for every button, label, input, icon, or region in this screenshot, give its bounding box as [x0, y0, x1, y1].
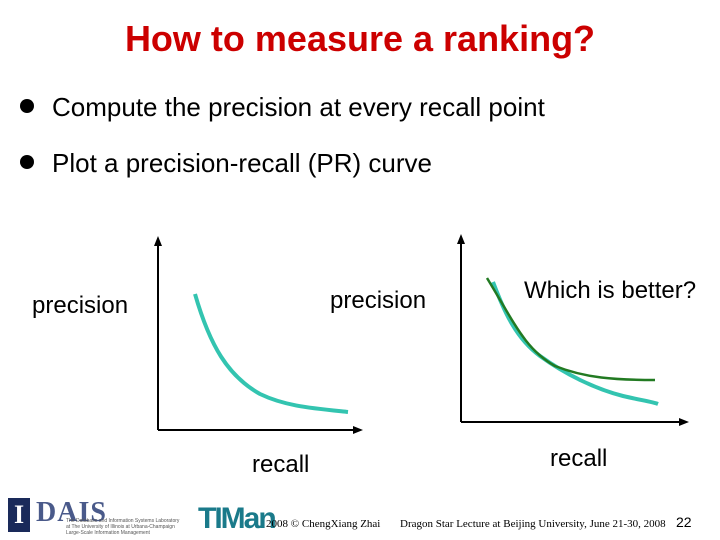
bullet-item: Compute the precision at every recall po… — [18, 92, 545, 122]
right-y-axis-arrow-icon — [457, 234, 465, 244]
left-chart-ylabel: precision — [32, 292, 129, 319]
left-chart-xlabel: recall — [252, 451, 310, 478]
right-chart-ylabel: precision — [330, 287, 427, 314]
dais-logo-caption-2: at The University of Illinois at Urbana-… — [66, 524, 175, 530]
left-x-axis-arrow-icon — [353, 426, 363, 434]
bullet-list: Compute the precision at every recall po… — [18, 92, 545, 204]
left-pr-chart — [154, 236, 363, 434]
footer-copyright: 2008 © ChengXiang Zhai — [266, 518, 381, 530]
bullet-text: Compute the precision at every recall po… — [52, 92, 545, 122]
bullet-dot-icon — [20, 99, 34, 113]
right-chart-xlabel: recall — [550, 445, 608, 472]
left-pr-curve — [193, 293, 349, 414]
right-x-axis-arrow-icon — [679, 418, 689, 426]
footer-event: Dragon Star Lecture at Beijing Universit… — [400, 518, 666, 530]
bullet-item: Plot a precision-recall (PR) curve — [18, 148, 545, 178]
dais-logo-caption-1: The Database and Information Systems Lab… — [66, 518, 180, 524]
illinois-logo-icon: I — [8, 498, 30, 532]
right-pr-curve-green — [485, 277, 656, 382]
page-number: 22 — [676, 514, 692, 530]
right-pr-curve-teal — [491, 281, 659, 406]
left-y-axis-arrow-icon — [154, 236, 162, 246]
dais-logo: DAIS — [36, 497, 107, 528]
bullet-dot-icon — [20, 155, 34, 169]
right-pr-chart — [457, 234, 689, 426]
timan-logo: TIMan — [198, 502, 277, 535]
dais-logo-caption-3: Large-Scale Information Management — [66, 530, 150, 536]
right-chart-question: Which is better? — [524, 277, 697, 304]
bullet-text: Plot a precision-recall (PR) curve — [52, 148, 433, 178]
slide-title: How to measure a ranking? — [124, 18, 596, 59]
